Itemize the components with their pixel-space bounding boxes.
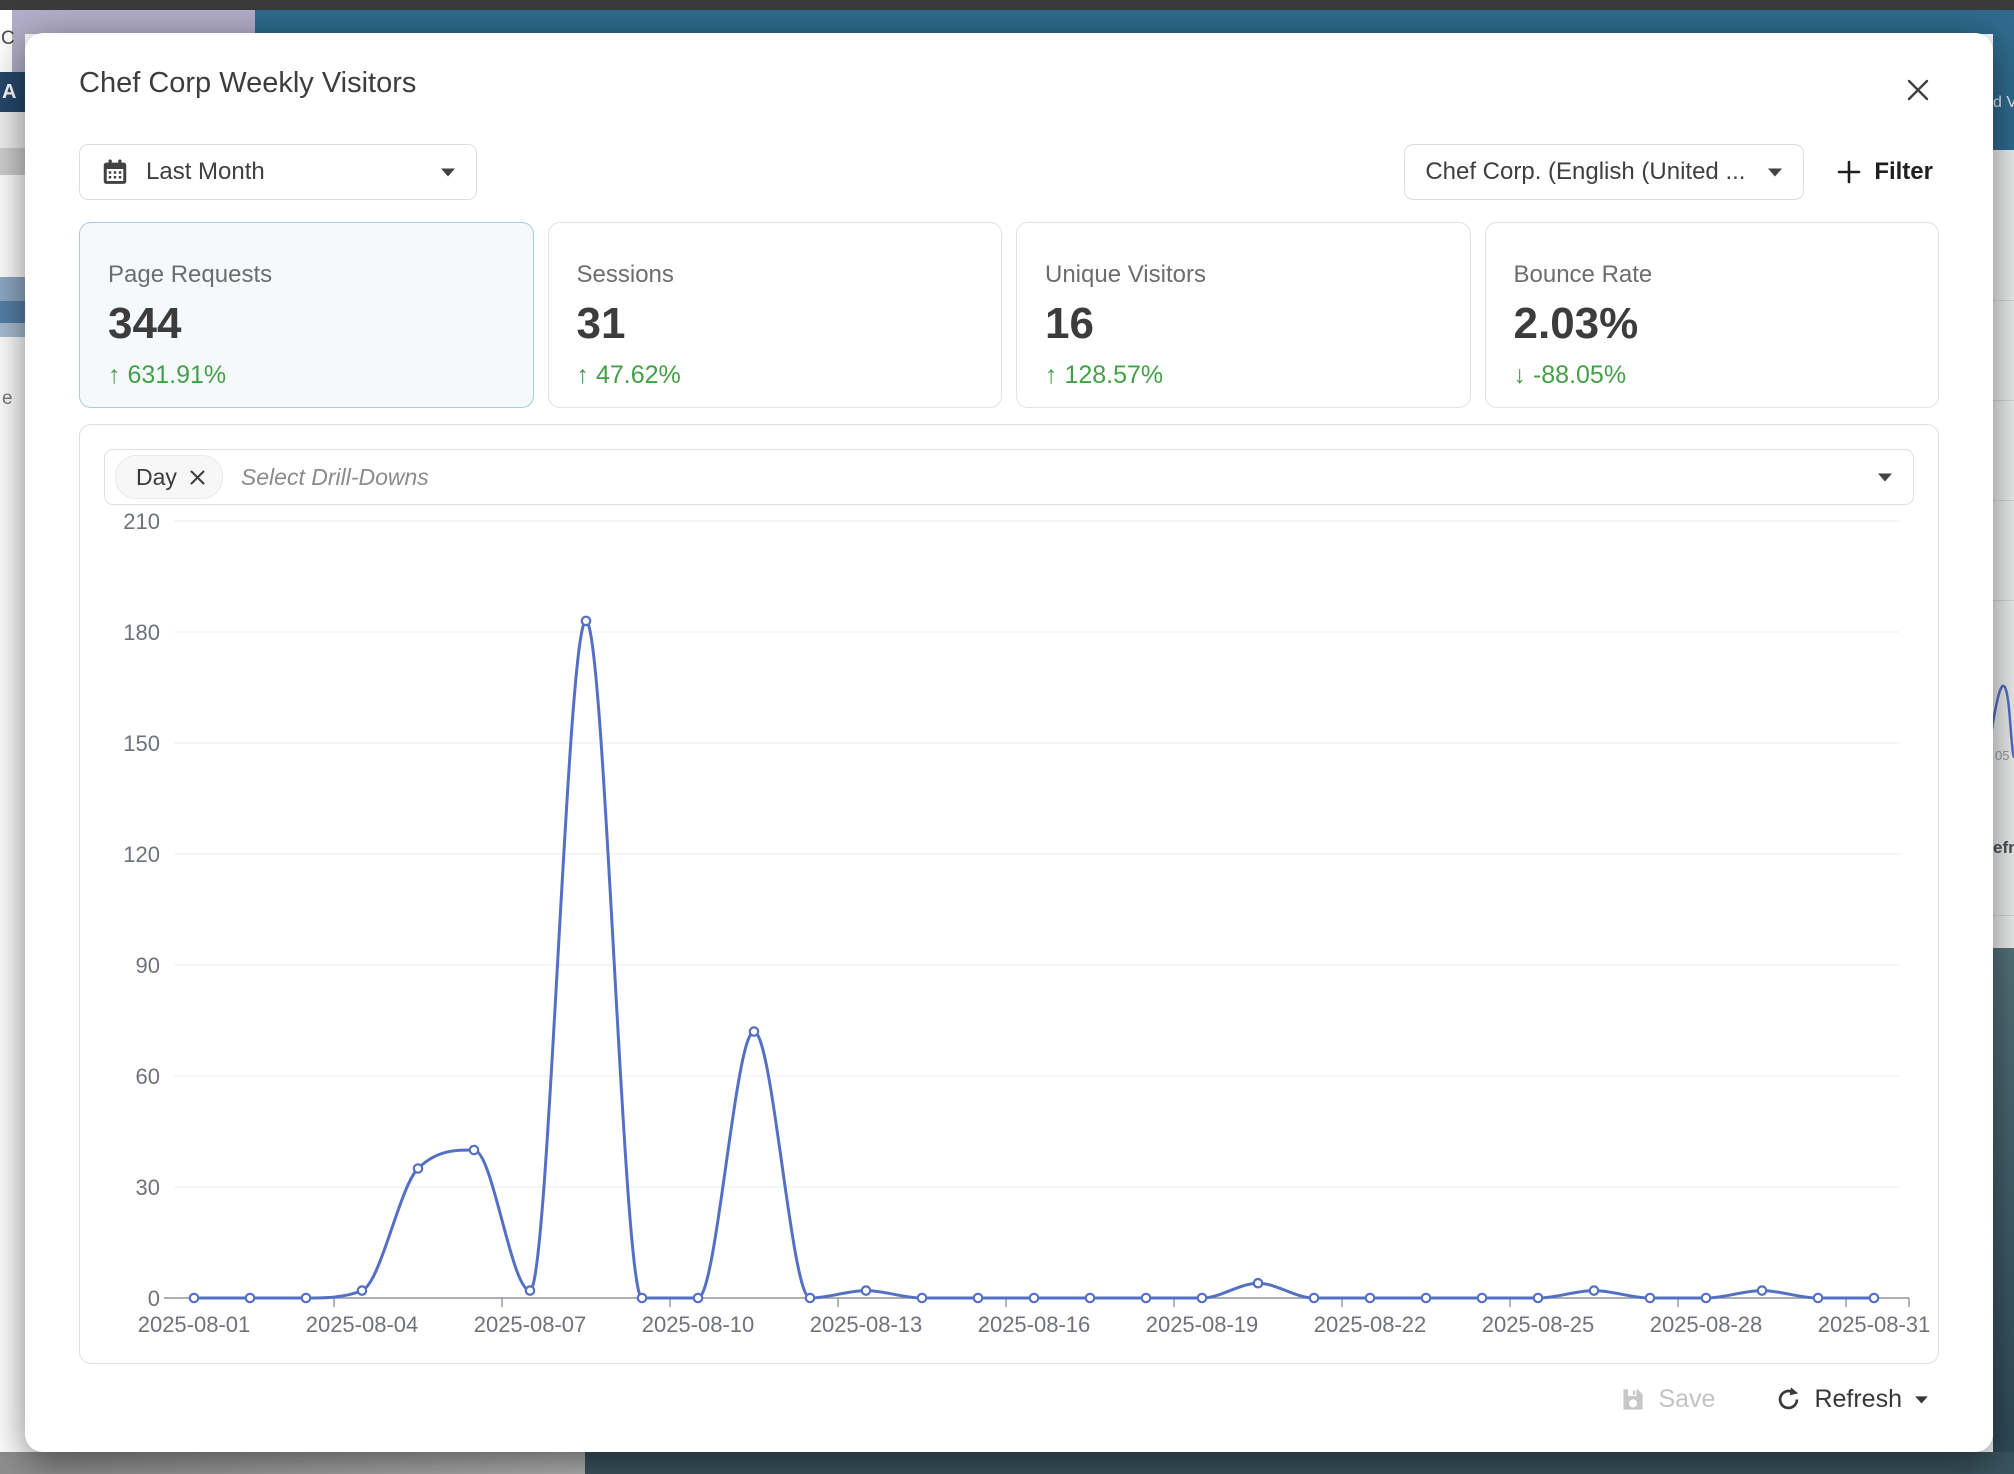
plus-icon xyxy=(1838,160,1861,184)
background-slate-band xyxy=(1993,948,2014,1452)
metric-delta: ↑ 47.62% xyxy=(576,361,681,389)
refresh-icon xyxy=(1779,1387,1799,1410)
filter-button-label: Filter xyxy=(1874,158,1933,185)
background-blue-band xyxy=(0,323,25,337)
chevron-down-icon xyxy=(1767,167,1783,177)
metric-label: Page Requests xyxy=(108,261,273,288)
svg-text:0: 0 xyxy=(148,1286,160,1311)
date-range-select[interactable]: Last Month xyxy=(79,144,477,200)
background-teal-band: d V xyxy=(1993,10,2014,150)
metric-cards: Page Requests 344 ↑ 631.91% Sessions 31 … xyxy=(79,222,1939,408)
metric-delta: ↑ 631.91% xyxy=(108,361,227,389)
drilldown-select[interactable]: Day Select Drill-Downs xyxy=(104,449,1914,505)
svg-text:2025-08-16: 2025-08-16 xyxy=(978,1312,1091,1337)
metric-label: Sessions xyxy=(576,261,674,288)
svg-text:2025-08-01: 2025-08-01 xyxy=(138,1312,251,1337)
background-top-bar xyxy=(0,0,2014,10)
analytics-modal: Chef Corp Weekly Visitors xyxy=(25,33,1993,1452)
svg-text:180: 180 xyxy=(123,620,160,645)
trend-up-icon: ↑ xyxy=(1045,361,1058,389)
close-button[interactable] xyxy=(1897,69,1939,114)
calendar-icon xyxy=(103,159,127,184)
background-grey-band xyxy=(0,148,25,175)
date-range-value: Last Month xyxy=(146,158,265,185)
metric-value: 16 xyxy=(1045,299,1094,348)
background-text-fragment: 05 xyxy=(1995,748,2010,763)
scope-select[interactable]: Chef Corp. (English (United ... xyxy=(1404,144,1805,200)
svg-text:2025-08-13: 2025-08-13 xyxy=(810,1312,923,1337)
svg-text:120: 120 xyxy=(123,842,160,867)
save-button[interactable]: Save xyxy=(1613,1384,1721,1415)
svg-text:2025-08-28: 2025-08-28 xyxy=(1650,1312,1763,1337)
background-blue-band xyxy=(0,301,25,323)
metric-card-page-requests[interactable]: Page Requests 344 ↑ 631.91% xyxy=(79,222,534,408)
svg-text:2025-08-07: 2025-08-07 xyxy=(474,1312,587,1337)
line-chart: 0 30 60 90 120 150 180 210 2025-08-01 2025-08-04 2… xyxy=(123,509,1931,1337)
chart-section: Day Select Drill-Downs 0 30 60 90 120 150 180 2… xyxy=(79,424,1939,1364)
svg-text:2025-08-19: 2025-08-19 xyxy=(1146,1312,1259,1337)
svg-text:60: 60 xyxy=(136,1064,160,1089)
background-row-line xyxy=(1993,600,2014,601)
svg-text:2025-08-31: 2025-08-31 xyxy=(1818,1312,1931,1337)
background-chart-fragment xyxy=(1987,658,2014,763)
background-text-fragment: efr xyxy=(1993,838,2014,857)
background-text-fragment: e xyxy=(2,388,13,409)
metric-label: Unique Visitors xyxy=(1045,261,1206,288)
background-row-line xyxy=(1993,400,2014,401)
refresh-button[interactable]: Refresh xyxy=(1769,1384,1935,1415)
remove-chip-icon[interactable] xyxy=(189,469,206,486)
drilldown-chip-day[interactable]: Day xyxy=(115,455,223,499)
refresh-button-label: Refresh xyxy=(1814,1385,1902,1413)
svg-text:2025-08-22: 2025-08-22 xyxy=(1314,1312,1427,1337)
chevron-down-icon xyxy=(1915,1396,1928,1404)
background-navy-band: A xyxy=(0,72,25,112)
save-button-label: Save xyxy=(1658,1385,1716,1413)
metric-card-bounce-rate[interactable]: Bounce Rate 2.03% ↓ -88.05% xyxy=(1484,222,1939,408)
modal-footer: Save Refresh xyxy=(79,1384,1935,1415)
metric-value: 2.03% xyxy=(1513,299,1639,348)
background-row-line xyxy=(1993,915,2014,916)
metric-delta: ↓ -88.05% xyxy=(1513,361,1627,389)
chevron-down-icon xyxy=(440,167,456,177)
page-title: Chef Corp Weekly Visitors xyxy=(79,67,417,99)
background-row-line xyxy=(1993,500,2014,501)
metric-value: 344 xyxy=(108,299,182,348)
background-row-line xyxy=(1993,300,2014,301)
drilldown-chip-label: Day xyxy=(136,463,177,490)
svg-text:150: 150 xyxy=(123,731,160,756)
metric-delta: ↑ 128.57% xyxy=(1045,361,1164,389)
filter-button[interactable]: Filter xyxy=(1830,157,1939,187)
background-left-strip: C A e xyxy=(0,10,25,1452)
chevron-down-icon xyxy=(1877,472,1893,482)
background-top-left-band xyxy=(0,10,255,34)
svg-text:2025-08-10: 2025-08-10 xyxy=(642,1312,755,1337)
drilldown-placeholder: Select Drill-Downs xyxy=(240,463,429,490)
close-icon xyxy=(1907,79,1929,101)
background-lavender-band xyxy=(12,10,25,72)
background-bottom-right xyxy=(585,1452,2014,1474)
metric-label: Bounce Rate xyxy=(1513,261,1653,288)
background-bottom-left xyxy=(0,1452,585,1474)
trend-down-icon: ↓ xyxy=(1513,361,1527,389)
svg-text:2025-08-04: 2025-08-04 xyxy=(306,1312,419,1337)
scope-select-value: Chef Corp. (English (United ... xyxy=(1425,158,1746,185)
metric-value: 31 xyxy=(576,299,626,348)
background-top-right-band xyxy=(255,10,2014,34)
background-grey-band xyxy=(0,112,25,148)
trend-up-icon: ↑ xyxy=(108,361,121,389)
trend-up-icon: ↑ xyxy=(576,361,590,389)
metric-card-unique-visitors[interactable]: Unique Visitors 16 ↑ 128.57% xyxy=(1016,222,1471,408)
background-text-fragment: C xyxy=(1,28,15,49)
svg-text:2025-08-25: 2025-08-25 xyxy=(1482,1312,1595,1337)
background-blue-band xyxy=(0,277,25,301)
background-right-strip: d V 05 efr xyxy=(1987,10,2014,1452)
metric-card-sessions[interactable]: Sessions 31 ↑ 47.62% xyxy=(547,222,1002,408)
svg-text:90: 90 xyxy=(136,953,160,978)
svg-text:30: 30 xyxy=(136,1175,160,1200)
save-icon xyxy=(1623,1389,1644,1410)
svg-text:210: 210 xyxy=(123,509,160,534)
